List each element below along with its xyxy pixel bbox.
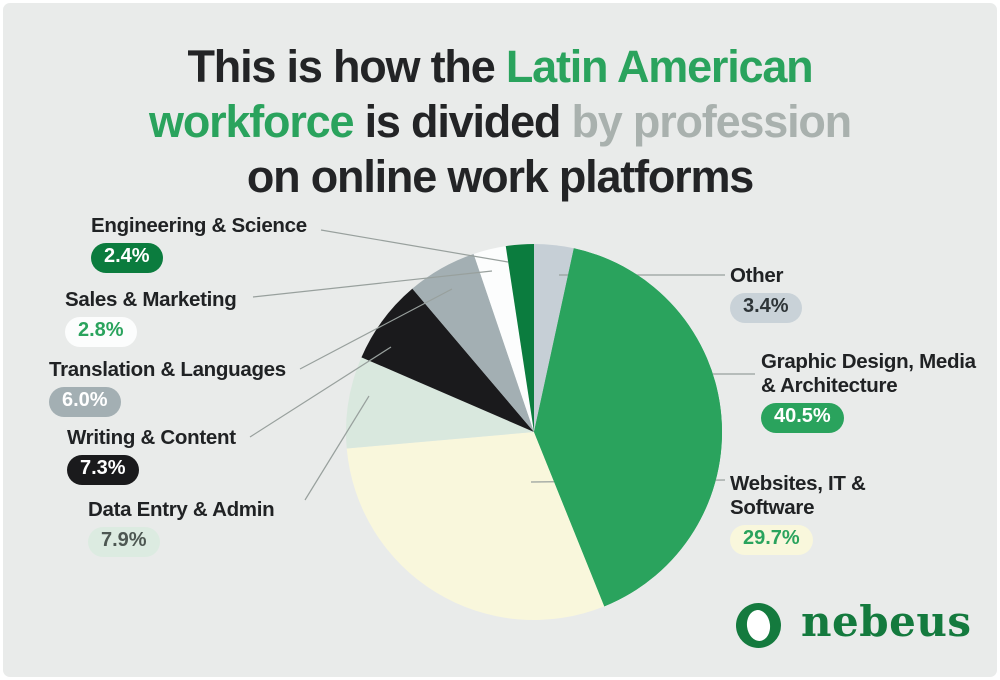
title-text-dark: on online work platforms <box>246 151 754 202</box>
leader-line-engineering <box>320 229 509 263</box>
title-text-gray: by profession <box>571 96 853 147</box>
brand-logo: nebeus <box>736 601 972 649</box>
pct-badge: 2.8% <box>65 317 137 347</box>
pie-slice-engineering <box>505 244 534 432</box>
label-engineering-science: Engineering & Science 2.4% <box>91 214 307 273</box>
brand-name: nebeus <box>801 597 972 646</box>
label-text: Writing & Content <box>67 426 236 449</box>
label-text: Data Entry & Admin <box>88 498 275 521</box>
title-text-green: workforce <box>149 96 354 147</box>
pie-slice-graphic-design-top <box>534 248 723 607</box>
leader-line-writing <box>249 346 392 438</box>
nebeus-logo-icon <box>736 602 781 648</box>
pie-slice-websites-it <box>346 432 605 620</box>
label-text: Websites, IT & Software <box>730 472 866 520</box>
label-other: Other 3.4% <box>730 264 802 323</box>
pct-badge: 6.0% <box>49 387 121 417</box>
pct-badge: 40.5% <box>761 403 844 433</box>
label-text: Graphic Design, Media & Architecture <box>761 350 976 398</box>
pie-slice-other <box>534 244 574 432</box>
pct-badge: 2.4% <box>91 243 163 273</box>
title-line-2: workforce is divided by profession <box>3 94 997 149</box>
title-text-green: Latin American <box>505 41 814 92</box>
leader-line-data-entry <box>304 395 370 501</box>
label-text: Translation & Languages <box>49 358 286 381</box>
pct-badge: 29.7% <box>730 525 813 555</box>
leader-lines-overlay <box>249 229 755 607</box>
title-line-1: This is how the Latin American <box>3 39 997 94</box>
title-text-dark: is divided <box>353 96 572 147</box>
pie-slice-data-entry <box>346 357 534 449</box>
pie-slice-writing <box>361 288 534 432</box>
label-websites-it-software: Websites, IT & Software 29.7% <box>730 472 885 555</box>
leader-line-sales <box>252 270 493 298</box>
label-writing-content: Writing & Content 7.3% <box>67 426 236 485</box>
label-sales-marketing: Sales & Marketing 2.8% <box>65 288 237 347</box>
pie-slice-translation <box>412 253 534 432</box>
pct-badge: 7.3% <box>67 455 139 485</box>
pct-badge: 7.9% <box>88 527 160 557</box>
label-graphic-design-media-architecture: Graphic Design, Media & Architecture 40.… <box>761 350 983 433</box>
label-data-entry-admin: Data Entry & Admin 7.9% <box>88 498 275 557</box>
title-text-dark: This is how the <box>187 41 506 92</box>
label-text: Engineering & Science <box>91 214 307 237</box>
label-text: Sales & Marketing <box>65 288 237 311</box>
leader-line-translation <box>299 288 453 370</box>
page-title: This is how the Latin American workforce… <box>3 39 997 204</box>
pct-badge: 3.4% <box>730 293 802 323</box>
title-line-3: on online work platforms <box>3 149 997 204</box>
pie-slice-sales <box>473 246 534 432</box>
label-text: Other <box>730 264 784 287</box>
pie-chart <box>249 229 755 620</box>
label-translation-languages: Translation & Languages 6.0% <box>49 358 286 417</box>
